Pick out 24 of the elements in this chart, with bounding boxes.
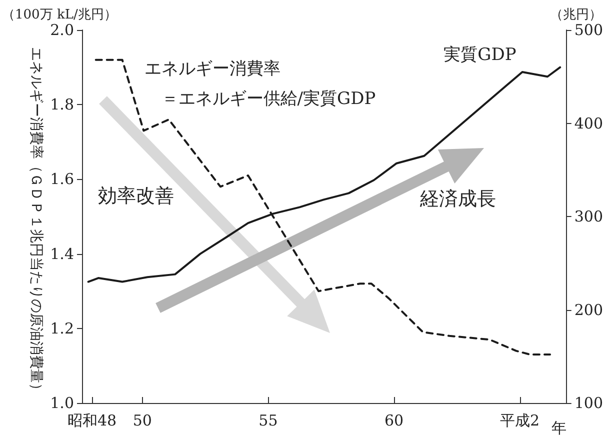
x-tick-label: 60 (384, 412, 404, 430)
x-tick-label: 55 (258, 412, 278, 430)
series-label: エネルギー消費率＝エネルギー供給/実質GDP (144, 58, 376, 109)
y-axis-title: エネルギー消費率（ＧＤＰ１兆円当たりの原油消費量） (28, 47, 44, 397)
x-tick-label: 昭和48 (68, 412, 117, 430)
y2-tick-label: 400 (574, 114, 604, 132)
y2-tick-label: 500 (574, 21, 604, 39)
annotation: 効率改善 (98, 185, 174, 207)
y-tick-label: 1.6 (50, 170, 74, 188)
y2-tick-label: 100 (574, 394, 604, 412)
y-tick-label: 1.8 (50, 96, 74, 114)
y-tick-label: 1.0 (50, 394, 74, 412)
x-axis-title: 年 (552, 419, 566, 437)
y2-axis-title: （兆円） (550, 8, 602, 22)
y-tick-label: 1.4 (50, 244, 74, 263)
x-tick-label: 50 (132, 412, 152, 430)
y-tick-label: 2.0 (50, 21, 74, 39)
text: （100万 kL/兆円） (2, 8, 117, 22)
series-label: 実質GDP (444, 44, 516, 65)
y2-tick-label: 300 (574, 208, 604, 226)
y2-tick-label: 200 (574, 300, 604, 319)
x-tick-label: 平成2 (500, 412, 540, 430)
y-tick-label: 1.2 (50, 319, 74, 338)
annotation: 経済成長 (419, 188, 496, 210)
